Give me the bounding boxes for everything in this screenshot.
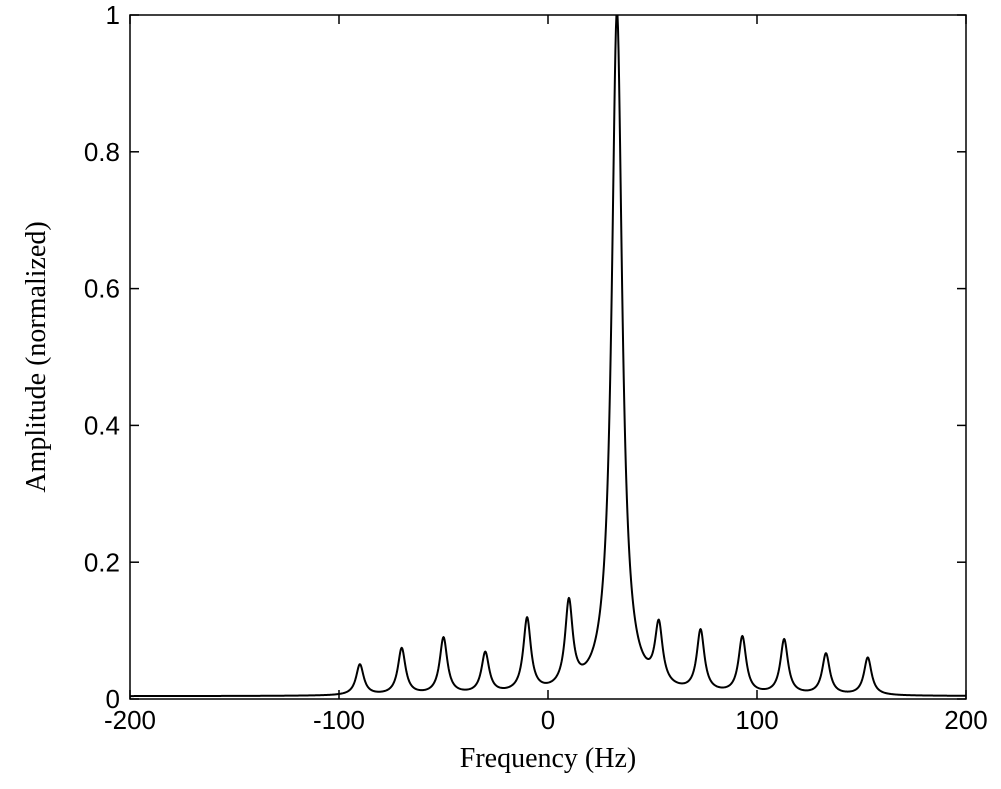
x-tick-label: 100: [735, 705, 778, 735]
x-tick-label: -100: [313, 705, 365, 735]
y-tick-label: 0.2: [84, 547, 120, 577]
y-tick-label: 0: [106, 684, 120, 714]
y-tick-label: 0.4: [84, 411, 120, 441]
spectrum-line: [130, 15, 966, 696]
y-tick-label: 1: [106, 0, 120, 30]
x-tick-label: 0: [541, 705, 555, 735]
x-tick-label: 200: [944, 705, 987, 735]
plot-box: [130, 15, 966, 699]
x-axis-label: Frequency (Hz): [460, 743, 636, 774]
chart-svg: -200-100010020000.20.40.60.81Frequency (…: [0, 0, 1001, 789]
y-axis-label: Amplitude (normalized): [21, 221, 52, 492]
spectrum-chart: -200-100010020000.20.40.60.81Frequency (…: [0, 0, 1001, 789]
y-tick-label: 0.6: [84, 274, 120, 304]
y-tick-label: 0.8: [84, 137, 120, 167]
